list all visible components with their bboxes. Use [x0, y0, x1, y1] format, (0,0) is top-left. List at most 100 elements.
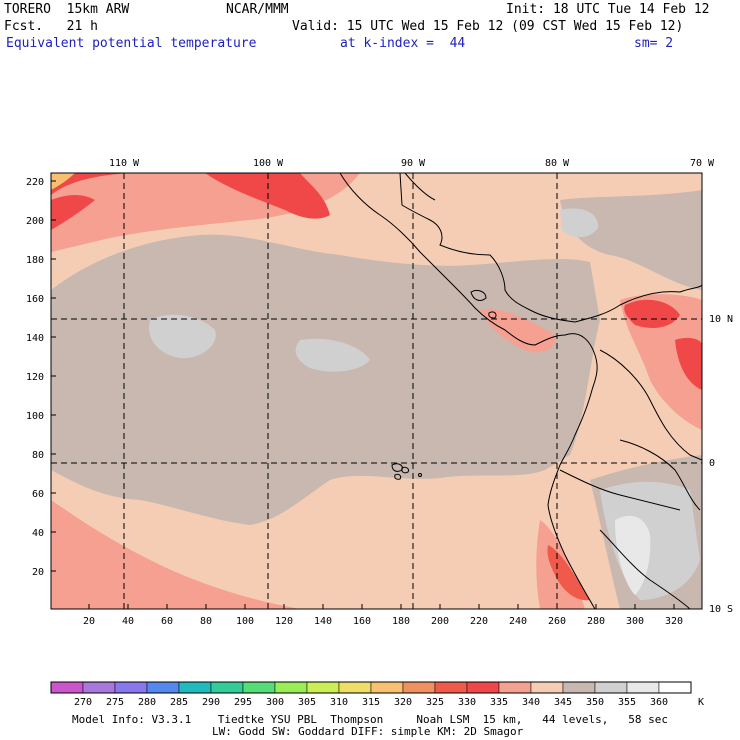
x-tick-label: 200	[431, 616, 449, 627]
y-tick-label: 40	[32, 528, 44, 539]
x-tick-label: 240	[509, 616, 527, 627]
lon-label-80w: 80 W	[545, 158, 570, 169]
x-tick-label: 40	[122, 616, 134, 627]
field-red-4	[675, 337, 702, 390]
colorbar-swatch	[370, 681, 404, 694]
colorbar-swatch	[466, 681, 500, 694]
colorbar-swatch	[146, 681, 180, 694]
lat-label-10s: 10 S	[709, 604, 733, 615]
colorbar-swatch	[50, 681, 84, 694]
field-salmon-east	[620, 294, 702, 430]
field-patch-lightgray-2	[295, 338, 370, 372]
tick-marks	[51, 180, 675, 609]
colorbar-swatch	[242, 681, 276, 694]
field-patch-lightgray-1	[149, 314, 216, 359]
x-tick-labels: 20 40 60 80 100 120 140 160 180 200 220 …	[83, 616, 683, 627]
colorbar-swatch	[178, 681, 212, 694]
colorbar-label: 360	[650, 697, 668, 708]
organization: NCAR/MMM	[226, 2, 289, 17]
colorbar-label: 355	[618, 697, 636, 708]
colorbar-swatch	[82, 681, 116, 694]
colorbar-swatch	[530, 681, 564, 694]
y-tick-label: 20	[32, 567, 44, 578]
colorbar-label: 305	[298, 697, 316, 708]
field-red-3	[624, 299, 680, 328]
x-tick-label: 320	[665, 616, 683, 627]
map-field	[51, 173, 702, 609]
field-salmon-isthmus	[480, 309, 556, 353]
x-tick-label: 220	[470, 616, 488, 627]
x-tick-label: 180	[392, 616, 410, 627]
x-tick-label: 260	[548, 616, 566, 627]
colorbar-swatch	[338, 681, 372, 694]
y-tick-label: 60	[32, 489, 44, 500]
y-tick-label: 80	[32, 450, 44, 461]
colorbar-label: 315	[362, 697, 380, 708]
x-tick-label: 160	[353, 616, 371, 627]
colorbar-label: 330	[458, 697, 476, 708]
colorbar-swatch	[434, 681, 468, 694]
map-frame	[50, 172, 703, 610]
y-tick-labels: 20 40 60 80 100 120 140 160 180 200 220	[26, 177, 44, 578]
lon-label-110w: 110 W	[109, 158, 140, 169]
colorbar-label: 320	[394, 697, 412, 708]
colorbar-swatch	[594, 681, 628, 694]
x-tick-label: 80	[200, 616, 212, 627]
latlon-grid	[51, 173, 702, 609]
x-tick-label: 140	[314, 616, 332, 627]
coastlines	[339, 173, 702, 609]
colorbar-label: 285	[170, 697, 188, 708]
lon-label-100w: 100 W	[253, 158, 284, 169]
colorbar-label: 310	[330, 697, 348, 708]
field-red-1	[51, 173, 130, 230]
level-index: at k-index = 44	[340, 36, 466, 51]
y-tick-label: 160	[26, 294, 44, 305]
y-tick-label: 200	[26, 216, 44, 227]
field-region-gray-east	[560, 190, 702, 290]
x-tick-label: 100	[236, 616, 254, 627]
lon-label-70w: 70 W	[690, 158, 715, 169]
colorbar-label: 335	[490, 697, 508, 708]
colorbar-label: 270	[74, 697, 92, 708]
colorbar-label: 340	[522, 697, 540, 708]
field-patch-white	[615, 515, 651, 595]
y-tick-label: 180	[26, 255, 44, 266]
field-region-gray	[51, 234, 600, 525]
colorbar-swatch	[658, 681, 692, 694]
colorbar-unit: K	[698, 697, 704, 708]
y-tick-label: 140	[26, 333, 44, 344]
colorbar-label: 275	[106, 697, 124, 708]
colorbar-label: 280	[138, 697, 156, 708]
valid-time: Valid: 15 UTC Wed 15 Feb 12 (09 CST Wed …	[292, 19, 684, 34]
y-tick-label: 100	[26, 411, 44, 422]
field-salmon-south	[51, 500, 300, 609]
colorbar-swatch	[274, 681, 308, 694]
y-tick-label: 220	[26, 177, 44, 188]
colorbar	[50, 681, 692, 694]
colorbar-frame	[50, 681, 692, 694]
colorbar-labels: 270 275 280 285 290 295 300 305 310 315 320 325 330 3…	[74, 697, 668, 708]
colorbar-swatch	[626, 681, 660, 694]
colorbar-swatch	[402, 681, 436, 694]
physics-info: LW: Godd SW: Goddard DIFF: simple KM: 2D…	[212, 725, 524, 738]
smoothing: sm= 2	[634, 36, 674, 51]
model-name: TORERO 15km ARW	[4, 2, 130, 17]
colorbar-swatch	[306, 681, 340, 694]
colorbar-label: 290	[202, 697, 220, 708]
colorbar-label: 325	[426, 697, 444, 708]
x-tick-label: 60	[161, 616, 173, 627]
colorbar-swatch	[210, 681, 244, 694]
y-tick-label: 120	[26, 372, 44, 383]
colorbar-swatch	[498, 681, 532, 694]
colorbar-label: 350	[586, 697, 604, 708]
x-tick-label: 120	[275, 616, 293, 627]
x-tick-label: 20	[83, 616, 95, 627]
field-orange-corner	[51, 173, 75, 190]
field-patch-lightgray-3	[560, 208, 599, 238]
lat-label-0: 0	[709, 458, 715, 469]
x-tick-label: 300	[626, 616, 644, 627]
colorbar-swatch	[114, 681, 148, 694]
lon-label-90w: 90 W	[401, 158, 426, 169]
field-red-5	[547, 545, 590, 601]
